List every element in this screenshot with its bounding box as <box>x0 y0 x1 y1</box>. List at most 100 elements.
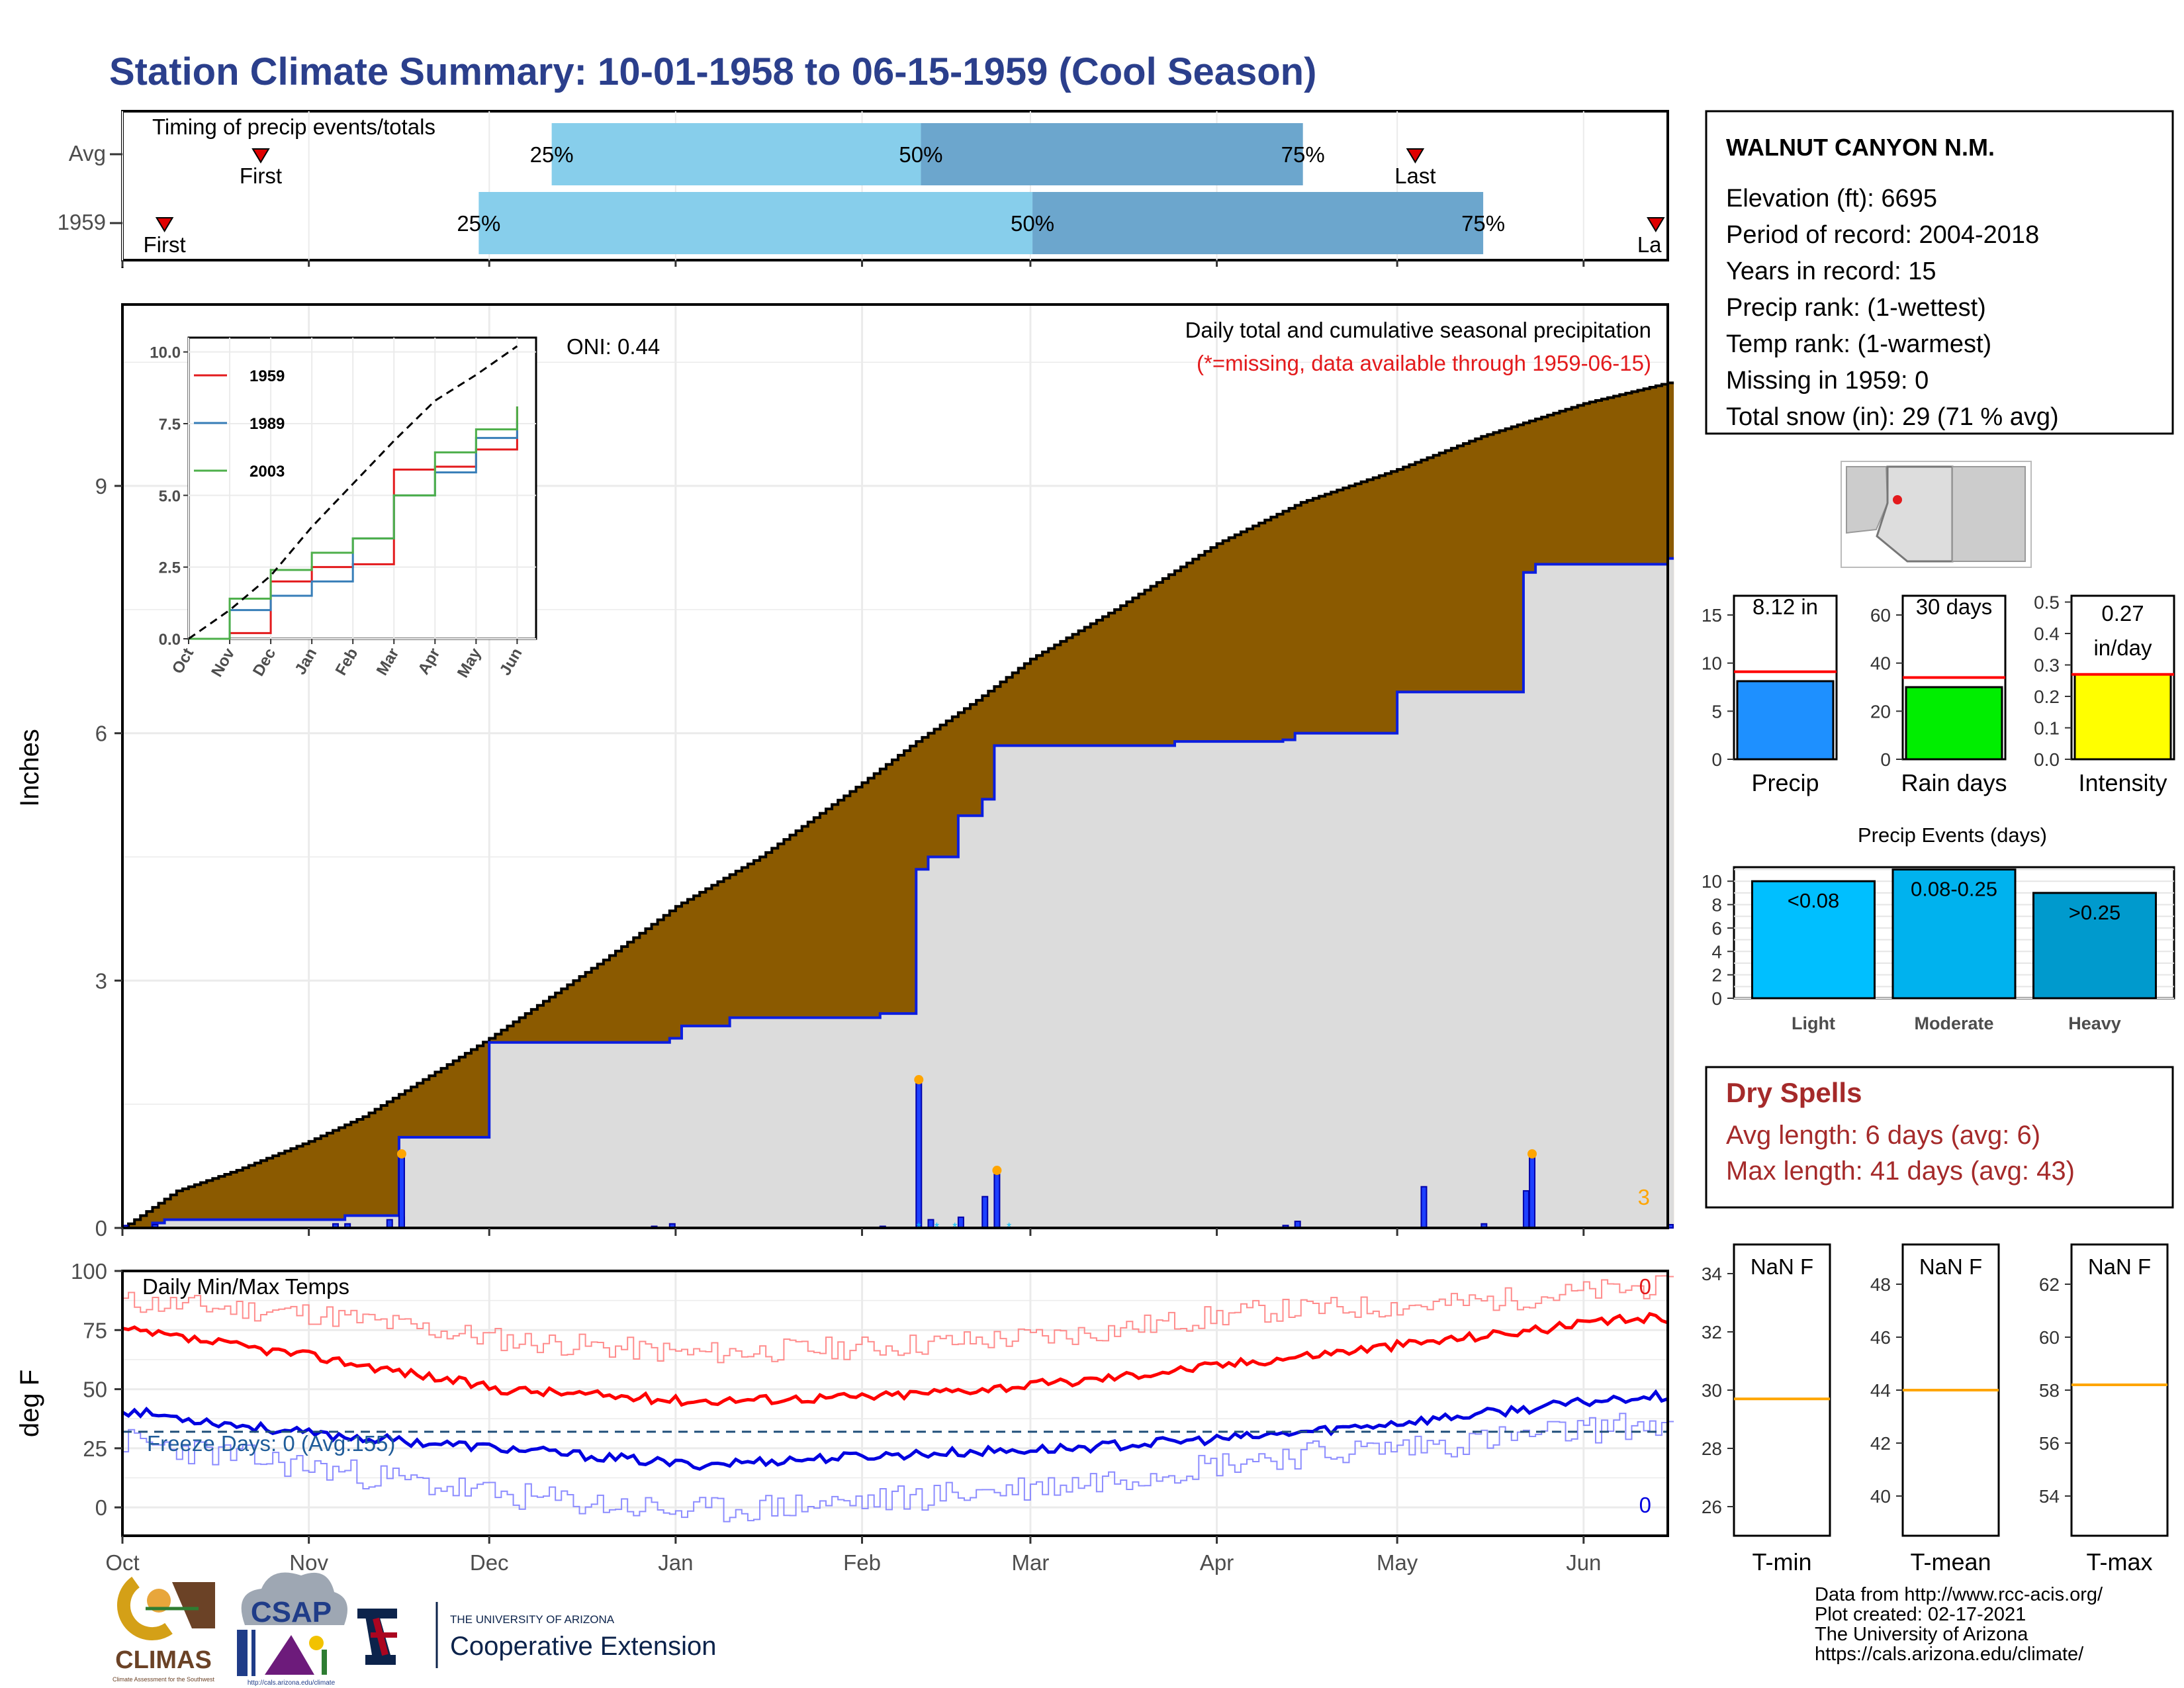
precip-ytick-label: 0 <box>95 1216 107 1241</box>
heavy-event-marker <box>992 1166 1002 1176</box>
temp-ylabel: deg F <box>15 1370 44 1437</box>
month-tick-label: Jun <box>1566 1550 1601 1575</box>
summary-ytick-label: 0.0 <box>2034 749 2060 770</box>
timing-q50-label: 50% <box>1011 211 1054 236</box>
last-event-marker <box>1406 148 1425 164</box>
precip-corner-value: 3 <box>1638 1185 1650 1209</box>
month-tick-label: May <box>1377 1550 1418 1575</box>
temp-bar-ytick-label: 28 <box>1702 1438 1722 1459</box>
timing-bar-q25-q50 <box>478 192 1033 254</box>
inset-ytick-label: 0.0 <box>159 631 181 649</box>
precip-ytick-label: 3 <box>95 968 107 993</box>
events-ytick-label: 10 <box>1702 871 1722 892</box>
events-ytick-label: 0 <box>1711 988 1722 1009</box>
station-info-box: WALNUT CANYON N.M. Elevation (ft): 6695 P… <box>1705 110 2174 435</box>
temp-bar-value-text: NaN F <box>1751 1254 1813 1279</box>
temp-summary-bar-0: 26 28 30 32 34 NaN F T-min <box>1702 1243 1831 1575</box>
summary-value-bar <box>1905 686 2003 761</box>
inset-series-2003 <box>189 406 518 640</box>
month-tick-label: Oct <box>105 1550 139 1575</box>
station-info-line: Precip rank: (1-wettest) <box>1726 294 1986 322</box>
precip-event-bar-label: >0.25 <box>2069 901 2120 924</box>
first-event-marker <box>251 148 270 164</box>
summary-ytick-label: 0.3 <box>2034 655 2060 676</box>
dry-spells-box: Dry Spells Avg length: 6 days (avg: 6) M… <box>1705 1066 2174 1209</box>
precip-event-category: Heavy <box>2068 1013 2121 1033</box>
climas-logo: CLIMAS Climate Assessment for the Southw… <box>113 1576 215 1683</box>
temp-bar-ytick-label: 46 <box>1870 1327 1891 1348</box>
max-temp-count: 0 <box>1639 1274 1651 1299</box>
page-title: Station Climate Summary: 10-01-1958 to 0… <box>109 50 1316 93</box>
precip-event-bar <box>1891 868 2017 1000</box>
inset-ytick-label: 2.5 <box>159 559 181 577</box>
summary-value-text: 0.27 <box>2101 601 2144 626</box>
inset-ytick-label: 7.5 <box>159 416 181 434</box>
temp-ytick-label: 25 <box>83 1436 107 1461</box>
station-info-line: Missing in 1959: 0 <box>1726 367 1929 395</box>
timing-bar-q50-q75 <box>921 123 1303 185</box>
ua-logo: THE UNIVERSITY OF ARIZONA Cooperative Ex… <box>357 1602 716 1668</box>
month-tick-label: Jan <box>658 1550 693 1575</box>
summary-bar-chart-2: 0.0 0.1 0.2 0.3 0.4 0.5 0.27 in/day Intensity <box>2034 592 2175 796</box>
footer-line: Plot created: 02-17-2021 <box>1815 1604 2026 1625</box>
temp-series-avg_min <box>121 1389 1668 1471</box>
daily-precip-bar <box>957 1216 964 1229</box>
summary-ytick-label: 0.1 <box>2034 718 2060 739</box>
ua-small-wordmark: THE UNIVERSITY OF ARIZONA <box>450 1613 615 1626</box>
precip-events-title: Precip Events (days) <box>1858 823 2047 847</box>
timing-row-avg-label: Avg <box>69 141 106 165</box>
temp-series-record_max <box>122 1275 1674 1364</box>
min-temp-count: 0 <box>1639 1493 1651 1517</box>
temp-bar-ytick-label: 56 <box>2039 1433 2060 1454</box>
cumulative-average-line <box>122 381 1674 1229</box>
summary-ytick-label: 60 <box>1870 605 1891 626</box>
heavy-event-marker <box>1527 1149 1537 1159</box>
station-info-line: Period of record: 2004-2018 <box>1726 221 2039 249</box>
last-event-label: Last <box>1394 164 1435 188</box>
month-tick-label: Apr <box>1200 1550 1234 1575</box>
csap-url: http://cals.arizona.edu/climate <box>248 1679 336 1687</box>
last-event-marker <box>1647 217 1665 232</box>
temp-bar-value-text: NaN F <box>2088 1254 2151 1279</box>
summary-ytick-label: 0.5 <box>2034 592 2060 613</box>
footer-line: Data from http://www.rcc-acis.org/ <box>1815 1584 2103 1605</box>
heavy-event-marker <box>396 1149 406 1159</box>
temp-ytick-label: 100 <box>71 1259 107 1284</box>
precip-ylabel: Inches <box>15 729 44 807</box>
last-event-label: La <box>1637 232 1662 257</box>
summary-ytick-label: 15 <box>1702 605 1722 626</box>
temp-bar-ytick-label: 60 <box>2039 1327 2060 1348</box>
temp-bar-ytick-label: 30 <box>1702 1380 1722 1401</box>
daily-precip-bar <box>1522 1190 1529 1229</box>
events-ytick-label: 4 <box>1711 941 1722 962</box>
heavy-event-marker <box>914 1075 924 1085</box>
timing-panel: 25% 50% 75% First Last 25% 50% 75% First La Timin… <box>58 110 1669 268</box>
summary-ytick-label: 0 <box>1711 749 1722 770</box>
daily-precip-bar <box>981 1196 989 1229</box>
precip-panel-title: Daily total and cumulative seasonal prec… <box>1185 318 1651 342</box>
temp-series-avg_max <box>122 1311 1668 1407</box>
footer-line: The University of Arizona <box>1815 1624 2028 1645</box>
first-event-label: First <box>240 164 282 188</box>
temp-ytick-label: 75 <box>83 1318 107 1342</box>
summary-ytick-label: 40 <box>1870 653 1891 674</box>
summary-bar-label: Intensity <box>2078 769 2167 796</box>
precip-panel-subtitle: (*=missing, data available through 1959-… <box>1197 351 1651 375</box>
events-ytick-label: 6 <box>1711 918 1722 939</box>
temp-panel: 0 25 50 75 100 deg F Daily Min/Max Temps Fre… <box>15 1259 1674 1537</box>
summary-value-unit: in/day <box>2093 635 2152 660</box>
station-info-line: Elevation (ft): 6695 <box>1726 185 1937 212</box>
freeze-days-label: Freeze Days: 0 (Avg:155) <box>147 1431 395 1456</box>
temp-bar-ytick-label: 44 <box>1870 1380 1891 1401</box>
station-info-line: Temp rank: (1-warmest) <box>1726 330 1991 358</box>
temp-bar-ytick-label: 42 <box>1870 1433 1891 1454</box>
precip-ytick-label: 9 <box>95 474 107 498</box>
events-ytick-label: 8 <box>1711 895 1722 915</box>
climas-tagline: Climate Assessment for the Southwest <box>113 1676 215 1683</box>
daily-precip-bar <box>1420 1186 1428 1229</box>
summary-ytick-label: 10 <box>1702 653 1722 674</box>
summary-bar-label: Rain days <box>1901 769 2007 796</box>
station-location-dot <box>1893 495 1902 504</box>
temp-summary-bar-2: 54 56 58 60 62 NaN F T-max <box>2039 1243 2169 1575</box>
